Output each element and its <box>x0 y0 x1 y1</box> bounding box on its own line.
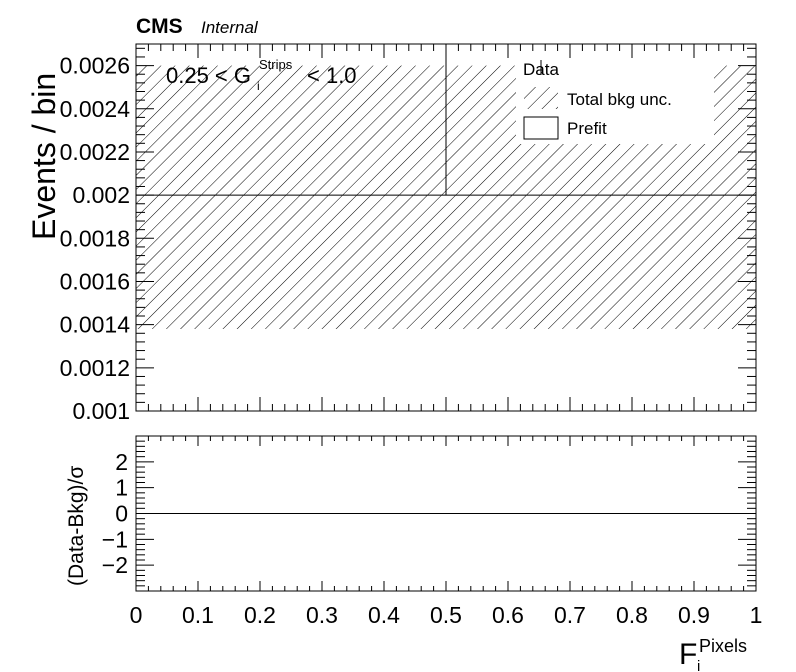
x-tick-label: 0.8 <box>616 602 648 628</box>
x-tick-labels: 0 0.1 0.2 0.3 0.4 0.5 0.6 0.7 0.8 0.9 1 <box>130 602 763 628</box>
ratio-y-tick-label: −2 <box>102 552 128 578</box>
ratio-y-tick-label: 2 <box>115 449 128 475</box>
legend-unc-swatch <box>524 87 558 109</box>
status-label: Internal <box>201 18 259 37</box>
ratio-y-axis-label: (Data-Bkg)/σ <box>65 466 88 586</box>
y-tick-label: 0.002 <box>72 182 130 208</box>
bkg-unc-band-bin <box>136 65 446 329</box>
main-panel: 0.001 0.0012 0.0014 0.0016 0.0018 0.002 0.0022… <box>26 43 757 424</box>
x-tick-label: 0.7 <box>554 602 586 628</box>
x-tick-label: 0 <box>130 602 143 628</box>
main-y-tick-labels: 0.001 0.0012 0.0014 0.0016 0.0018 0.002 0.0022… <box>60 53 131 424</box>
ratio-y-tick-label: 0 <box>115 501 128 527</box>
x-tick-label: 0.5 <box>430 602 462 628</box>
legend-prefit-swatch <box>523 116 559 140</box>
x-axis-label-sup: Pixels <box>699 636 747 656</box>
x-tick-label: 0.4 <box>368 602 400 628</box>
cut-label-suffix: < 1.0 <box>307 63 357 88</box>
x-tick-label: 1 <box>750 602 763 628</box>
x-axis-label-sub: i <box>697 658 700 672</box>
prefit-histogram <box>136 44 756 196</box>
ratio-ticks <box>135 435 757 592</box>
cms-label: CMS <box>136 15 183 38</box>
y-tick-label: 0.0024 <box>60 96 131 122</box>
legend: Data Total bkg unc. Prefit <box>516 60 714 144</box>
cut-label-sub: i <box>257 79 260 93</box>
y-tick-label: 0.0014 <box>60 312 131 338</box>
y-tick-label: 0.0018 <box>60 225 130 251</box>
legend-unc-label: Total bkg unc. <box>567 90 672 109</box>
cut-label-sup: Strips <box>259 57 293 72</box>
x-axis-label: F <box>679 638 697 671</box>
main-frame <box>135 43 757 412</box>
bkg-unc-band <box>136 65 756 329</box>
x-tick-label: 0.9 <box>678 602 710 628</box>
y-tick-label: 0.0026 <box>60 53 130 79</box>
ratio-y-tick-label: −1 <box>102 526 128 552</box>
legend-prefit-label: Prefit <box>567 119 607 138</box>
legend-data-label: Data <box>523 60 559 79</box>
y-tick-label: 0.001 <box>72 398 130 424</box>
x-tick-label: 0.3 <box>306 602 338 628</box>
x-tick-label: 0.2 <box>244 602 276 628</box>
x-tick-label: 0.1 <box>182 602 214 628</box>
cut-label: 0.25 < G <box>166 63 251 88</box>
main-y-axis-label: Events / bin <box>26 73 62 240</box>
y-tick-label: 0.0016 <box>60 268 130 294</box>
ratio-y-tick-label: 1 <box>115 475 128 501</box>
y-tick-label: 0.0022 <box>60 139 130 165</box>
y-tick-label: 0.0012 <box>60 355 130 381</box>
x-tick-label: 0.6 <box>492 602 524 628</box>
